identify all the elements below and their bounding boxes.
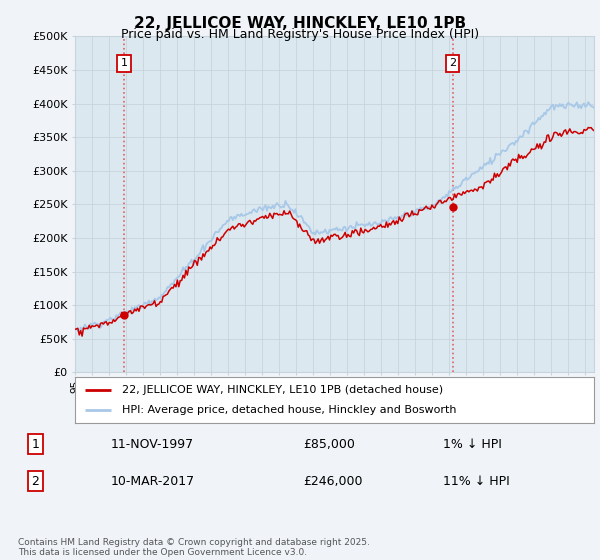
Text: 10-MAR-2017: 10-MAR-2017 [111,474,195,488]
Text: HPI: Average price, detached house, Hinckley and Bosworth: HPI: Average price, detached house, Hinc… [122,405,456,415]
Text: 1: 1 [31,437,39,451]
Text: 2: 2 [31,474,39,488]
Text: 1% ↓ HPI: 1% ↓ HPI [443,437,502,451]
Text: 11% ↓ HPI: 11% ↓ HPI [443,474,509,488]
Text: Contains HM Land Registry data © Crown copyright and database right 2025.
This d: Contains HM Land Registry data © Crown c… [18,538,370,557]
Text: 1: 1 [121,58,127,68]
Text: 11-NOV-1997: 11-NOV-1997 [111,437,194,451]
Text: Price paid vs. HM Land Registry's House Price Index (HPI): Price paid vs. HM Land Registry's House … [121,28,479,41]
Text: £85,000: £85,000 [303,437,355,451]
Text: 2: 2 [449,58,456,68]
Text: 22, JELLICOE WAY, HINCKLEY, LE10 1PB (detached house): 22, JELLICOE WAY, HINCKLEY, LE10 1PB (de… [122,385,443,395]
Text: £246,000: £246,000 [303,474,362,488]
Text: 22, JELLICOE WAY, HINCKLEY, LE10 1PB: 22, JELLICOE WAY, HINCKLEY, LE10 1PB [134,16,466,31]
